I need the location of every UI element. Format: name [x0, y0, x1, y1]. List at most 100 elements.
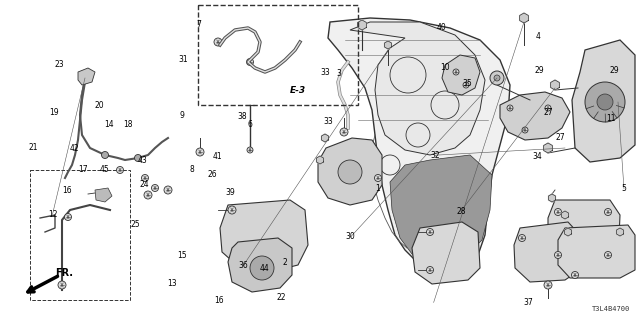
Circle shape: [494, 75, 500, 81]
Text: 18: 18: [124, 120, 132, 129]
Polygon shape: [390, 155, 492, 268]
Polygon shape: [321, 134, 328, 142]
Text: 10: 10: [440, 63, 450, 72]
Polygon shape: [358, 20, 366, 30]
Text: 7: 7: [196, 20, 201, 28]
Polygon shape: [548, 200, 620, 270]
Bar: [30, 170, 130, 300]
Circle shape: [81, 75, 88, 82]
Text: 21: 21: [29, 143, 38, 152]
Circle shape: [522, 127, 528, 133]
Circle shape: [250, 256, 274, 280]
Polygon shape: [220, 200, 308, 272]
Text: 16: 16: [214, 296, 224, 305]
Text: 45: 45: [100, 165, 110, 174]
Text: 3: 3: [337, 69, 342, 78]
Polygon shape: [561, 211, 568, 219]
Text: 30: 30: [346, 232, 356, 241]
Text: 44: 44: [260, 264, 270, 273]
Polygon shape: [558, 225, 635, 278]
Polygon shape: [572, 40, 635, 162]
Circle shape: [340, 128, 348, 136]
Polygon shape: [520, 13, 529, 23]
Text: 38: 38: [237, 112, 247, 121]
Text: 31: 31: [178, 55, 188, 64]
Text: 23: 23: [54, 60, 64, 68]
Text: FR.: FR.: [55, 268, 73, 278]
Text: 11: 11: [607, 114, 616, 123]
Circle shape: [453, 69, 459, 75]
Text: 6: 6: [247, 120, 252, 129]
Polygon shape: [228, 238, 292, 292]
Text: 29: 29: [609, 66, 620, 75]
Text: 17: 17: [78, 165, 88, 174]
Circle shape: [426, 228, 433, 236]
Text: 40: 40: [436, 23, 447, 32]
Circle shape: [463, 82, 469, 88]
Polygon shape: [350, 22, 485, 155]
Text: 22: 22: [277, 293, 286, 302]
Text: 39: 39: [225, 188, 236, 196]
Text: 1: 1: [375, 184, 380, 193]
Circle shape: [58, 281, 66, 289]
Circle shape: [65, 213, 72, 220]
Polygon shape: [514, 222, 580, 282]
Text: 5: 5: [621, 184, 627, 193]
Polygon shape: [442, 55, 480, 95]
Circle shape: [426, 267, 433, 274]
Circle shape: [102, 151, 109, 158]
Circle shape: [246, 59, 253, 66]
Text: E-3: E-3: [290, 85, 306, 94]
Text: 25: 25: [131, 220, 141, 228]
Circle shape: [597, 94, 613, 110]
Polygon shape: [548, 194, 556, 202]
Text: 8: 8: [189, 165, 195, 174]
Circle shape: [507, 105, 513, 111]
Circle shape: [518, 235, 525, 242]
Circle shape: [152, 185, 159, 191]
Text: 12: 12: [48, 210, 57, 219]
Text: 24: 24: [139, 180, 149, 188]
Text: 43: 43: [137, 156, 147, 164]
Circle shape: [545, 105, 551, 111]
Text: 16: 16: [61, 186, 72, 195]
Text: 37: 37: [524, 298, 534, 307]
Text: 19: 19: [49, 108, 60, 116]
Polygon shape: [550, 80, 559, 90]
Polygon shape: [616, 228, 623, 236]
Circle shape: [554, 252, 561, 259]
Circle shape: [247, 147, 253, 153]
Text: 33: 33: [323, 117, 333, 126]
Circle shape: [338, 160, 362, 184]
Circle shape: [144, 191, 152, 199]
Text: 42: 42: [69, 144, 79, 153]
Polygon shape: [412, 222, 480, 284]
Text: 15: 15: [177, 252, 187, 260]
Circle shape: [164, 186, 172, 194]
Bar: [198, 5, 358, 105]
Circle shape: [572, 271, 579, 278]
Circle shape: [141, 174, 148, 181]
Text: 28: 28: [456, 207, 465, 216]
Text: 41: 41: [212, 152, 223, 161]
Text: 26: 26: [207, 170, 218, 179]
Circle shape: [585, 82, 625, 122]
Text: 14: 14: [104, 120, 114, 129]
Text: 20: 20: [94, 101, 104, 110]
Circle shape: [134, 155, 141, 162]
Circle shape: [116, 166, 124, 173]
Polygon shape: [95, 188, 112, 202]
Text: 32: 32: [430, 151, 440, 160]
Text: 2: 2: [282, 258, 287, 267]
Text: 33: 33: [320, 68, 330, 76]
Circle shape: [605, 209, 611, 215]
Text: 36: 36: [238, 261, 248, 270]
Circle shape: [374, 174, 381, 181]
Polygon shape: [328, 18, 510, 272]
Text: 35: 35: [462, 79, 472, 88]
Text: 27: 27: [555, 133, 565, 142]
Circle shape: [196, 148, 204, 156]
Circle shape: [214, 38, 222, 46]
Circle shape: [605, 252, 611, 259]
Text: 9: 9: [180, 111, 185, 120]
